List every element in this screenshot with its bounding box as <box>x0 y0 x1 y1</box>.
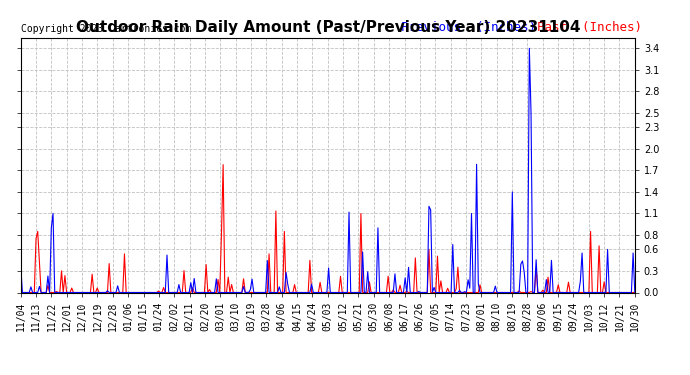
Title: Outdoor Rain Daily Amount (Past/Previous Year) 20231104: Outdoor Rain Daily Amount (Past/Previous… <box>75 20 580 35</box>
Text: Copyright 2023 Cartronics.com: Copyright 2023 Cartronics.com <box>21 24 191 34</box>
Text: Past  (Inches): Past (Inches) <box>537 21 642 34</box>
Text: Previous  (Inches): Previous (Inches) <box>402 21 536 34</box>
